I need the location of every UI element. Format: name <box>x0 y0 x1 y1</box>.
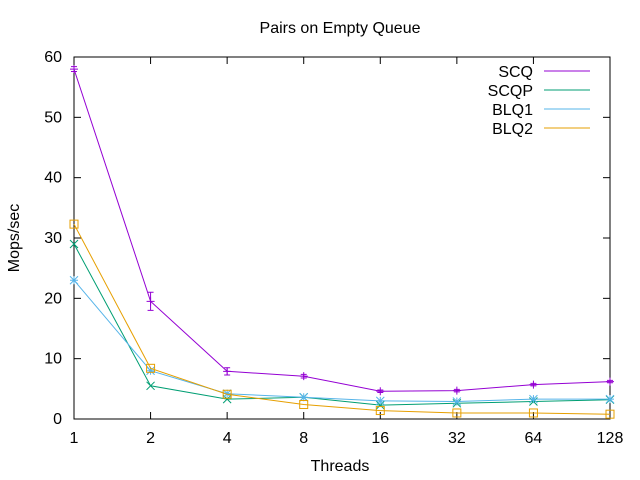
x-tick-label: 64 <box>525 430 543 447</box>
x-tick-label: 128 <box>597 430 624 447</box>
data-point-scq <box>376 387 385 396</box>
data-point-blq1 <box>69 275 79 285</box>
data-point-blq2 <box>222 389 232 399</box>
y-axis-label: Mops/sec <box>6 204 23 272</box>
data-point-scq <box>452 386 461 395</box>
x-tick-label: 4 <box>223 430 232 447</box>
data-point-scq <box>223 367 232 376</box>
data-point-blq2 <box>299 400 309 410</box>
data-point-scqp <box>146 381 155 391</box>
legend-label-blq1: BLQ1 <box>492 102 533 119</box>
data-point-blq1 <box>375 396 385 406</box>
data-point-blq2 <box>452 408 462 418</box>
series-line-blq2 <box>73 223 611 415</box>
y-tick-label: 10 <box>44 351 62 368</box>
x-axis-label: Threads <box>311 458 370 475</box>
data-point-blq1 <box>146 366 155 376</box>
data-point-scq <box>606 377 614 386</box>
data-point-blq2 <box>375 406 385 416</box>
data-point-blq1 <box>299 392 309 402</box>
x-tick-label: 8 <box>299 430 308 447</box>
x-tick-label: 16 <box>371 430 389 447</box>
legend-label-scq: SCQ <box>498 64 533 81</box>
data-point-scq <box>70 65 78 74</box>
data-point-blq1 <box>529 394 538 404</box>
x-tick-label: 1 <box>70 430 79 447</box>
y-tick-label: 50 <box>44 109 62 126</box>
data-point-blq1 <box>452 397 462 406</box>
data-point-blq2 <box>69 219 79 229</box>
data-point-scq <box>299 372 308 381</box>
data-point-scqp <box>69 239 79 249</box>
data-point-blq2 <box>146 363 156 373</box>
data-point-blq1 <box>605 394 615 404</box>
series-layer <box>69 65 615 419</box>
y-tick-label: 20 <box>44 290 62 307</box>
chart-title: Pairs on Empty Queue <box>260 20 421 37</box>
y-tick-label: 40 <box>44 170 62 187</box>
series-line-blq1 <box>73 279 610 403</box>
x-tick-label: 32 <box>448 430 466 447</box>
data-point-blq1 <box>222 389 232 399</box>
series-blq2 <box>69 219 615 419</box>
axes: 0 10 20 30 40 50 60 1 2 4 8 16 32 64 128 <box>44 49 623 447</box>
legend-label-blq2: BLQ2 <box>492 121 533 138</box>
data-point-scqp <box>375 400 385 410</box>
legend: SCQ SCQP BLQ1 BLQ2 <box>488 64 590 138</box>
data-point-blq2 <box>605 409 615 419</box>
y-tick-label: 30 <box>44 230 62 247</box>
y-tick-label: 60 <box>44 49 62 66</box>
data-point-scq <box>529 380 538 389</box>
y-tick-label: 0 <box>53 411 62 428</box>
series-line-scq <box>73 68 611 392</box>
series-line-scqp <box>73 243 611 406</box>
x-tick-label: 2 <box>146 430 155 447</box>
series-scq <box>70 65 614 396</box>
series-blq1 <box>69 275 615 406</box>
data-point-blq2 <box>528 408 538 418</box>
data-point-scq <box>146 297 155 306</box>
legend-label-scqp: SCQP <box>488 83 533 100</box>
